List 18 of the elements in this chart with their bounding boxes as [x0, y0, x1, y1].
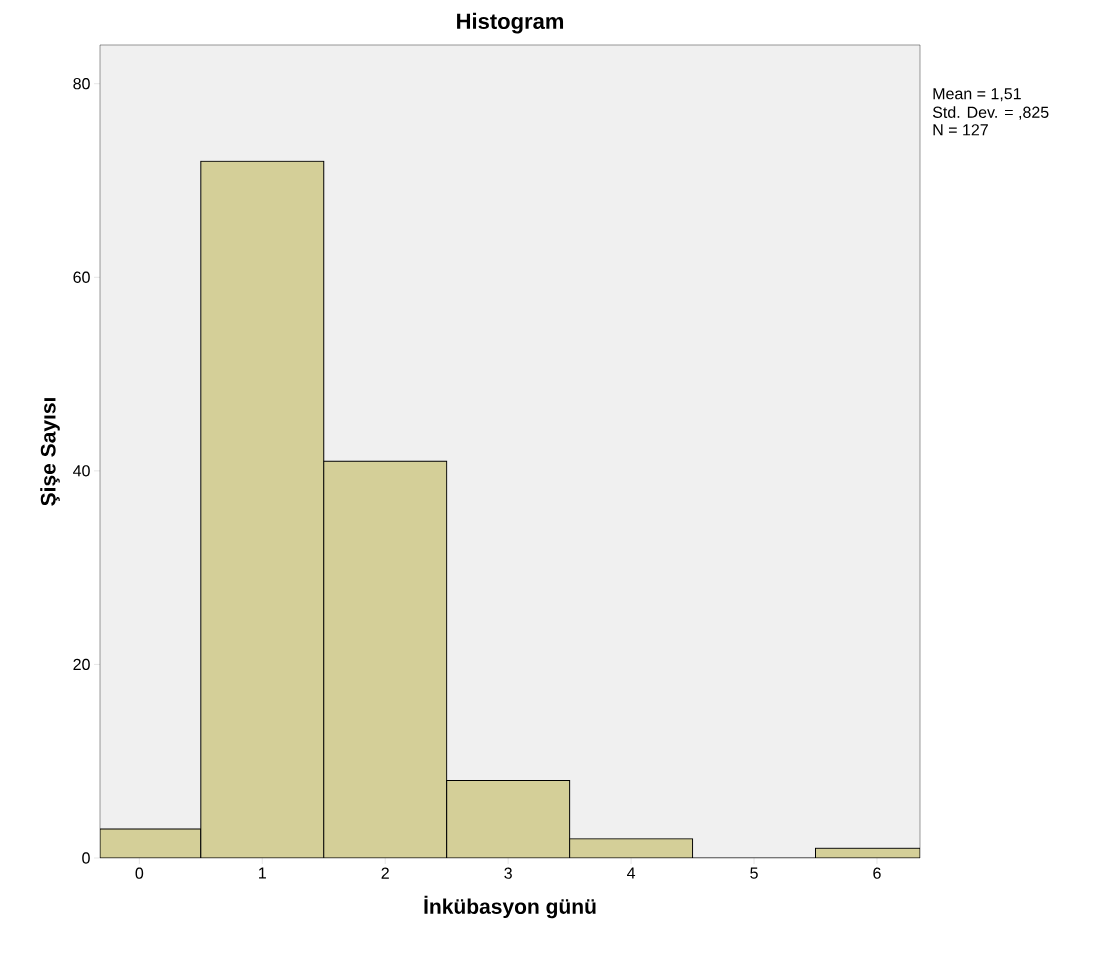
text: Mean = 1,51: [933, 88, 1021, 102]
x-tick-label: 4: [627, 867, 636, 879]
x-tick-label: 5: [750, 867, 758, 879]
y-axis-title: Şişe Sayısı: [40, 398, 60, 506]
text: Std. Dev. = ,825: [932, 106, 1049, 120]
x-tick-label: 2: [381, 867, 389, 879]
y-tick-label: 60: [73, 271, 90, 283]
y-tick-label: 20: [73, 658, 90, 671]
y-tick-label: 40: [73, 465, 90, 477]
chart-title: Histogram: [457, 12, 564, 34]
x-tick-label: 6: [873, 867, 881, 879]
y-tick-label: 80: [73, 78, 90, 90]
y-tick-label: 0: [82, 852, 90, 864]
text: N = 127: [933, 124, 988, 136]
x-axis-title: İnkübasyon günü: [424, 895, 596, 919]
x-tick-label: 3: [504, 867, 512, 879]
x-tick-label: 0: [135, 867, 144, 879]
x-tick-label: 1: [259, 867, 266, 879]
